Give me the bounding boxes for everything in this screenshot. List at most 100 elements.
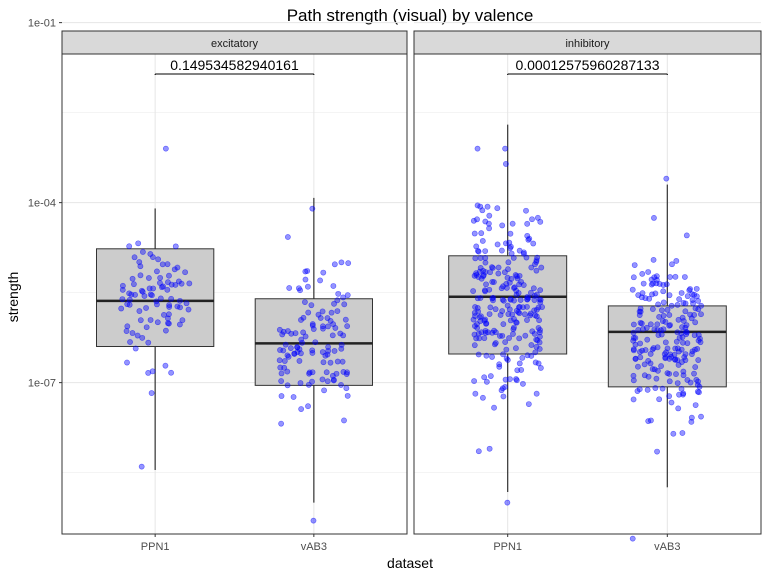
data-point xyxy=(165,320,171,327)
data-point xyxy=(629,535,636,542)
y-tick-label: 1e-04 xyxy=(28,198,56,210)
data-point xyxy=(682,357,689,364)
data-point xyxy=(635,327,642,333)
data-point xyxy=(664,370,671,377)
data-point xyxy=(300,329,307,336)
data-point xyxy=(533,291,540,298)
data-point xyxy=(532,349,539,356)
data-point xyxy=(530,240,537,247)
data-point xyxy=(472,255,479,262)
data-point xyxy=(689,291,696,298)
data-point xyxy=(483,352,490,359)
data-point xyxy=(345,260,352,267)
data-point xyxy=(639,270,646,277)
data-point xyxy=(334,358,341,365)
data-point xyxy=(284,382,291,389)
data-point xyxy=(666,322,673,329)
data-point xyxy=(149,292,155,299)
data-point xyxy=(510,331,516,337)
data-point xyxy=(305,309,312,316)
data-point xyxy=(284,368,291,375)
data-point xyxy=(660,288,667,295)
data-point xyxy=(495,270,502,277)
data-point xyxy=(651,215,657,221)
data-point xyxy=(482,218,489,225)
data-point xyxy=(483,378,490,385)
facet-panels: 1e-07 1e-04 1e-01 excitatory 0.1495345829401… xyxy=(28,18,762,553)
facet-panel-inhibitory: inhibitory 0.00012575960287133 PPN1 vAB3 xyxy=(413,22,762,553)
data-point xyxy=(530,285,537,292)
data-point xyxy=(674,380,681,387)
data-point xyxy=(515,304,522,311)
data-point xyxy=(676,296,683,303)
data-point xyxy=(324,378,331,385)
data-point xyxy=(506,239,513,246)
data-point xyxy=(155,256,162,263)
data-point xyxy=(278,393,285,399)
data-point xyxy=(166,302,173,308)
data-point xyxy=(482,259,489,266)
data-point xyxy=(478,230,485,237)
data-point xyxy=(654,321,661,328)
data-point xyxy=(630,321,637,328)
data-point xyxy=(497,312,504,318)
data-point xyxy=(309,347,316,354)
data-point xyxy=(532,312,539,319)
data-point xyxy=(681,274,688,280)
data-point xyxy=(139,288,146,295)
data-point xyxy=(507,376,513,382)
data-point xyxy=(491,404,497,411)
data-point xyxy=(637,308,644,315)
data-point xyxy=(529,216,535,223)
data-point xyxy=(175,278,182,285)
data-point xyxy=(343,385,350,392)
data-point xyxy=(537,296,544,303)
data-point xyxy=(658,307,665,314)
data-point xyxy=(660,299,667,306)
data-point xyxy=(162,327,169,334)
data-point xyxy=(339,358,346,365)
data-point xyxy=(182,269,189,276)
data-point xyxy=(649,291,655,298)
data-point xyxy=(666,292,673,299)
data-point xyxy=(489,265,496,271)
data-point xyxy=(663,175,670,182)
data-point xyxy=(325,344,332,350)
data-point xyxy=(667,274,673,280)
data-point xyxy=(667,351,674,358)
data-point xyxy=(499,296,506,303)
data-point xyxy=(674,329,681,336)
data-point xyxy=(507,296,514,302)
data-point xyxy=(338,382,344,388)
data-point xyxy=(161,311,167,318)
data-point xyxy=(684,340,691,347)
data-point xyxy=(148,390,155,396)
data-point xyxy=(309,369,316,376)
data-point xyxy=(637,305,644,312)
data-point xyxy=(505,259,512,266)
data-point xyxy=(662,339,669,346)
y-axis-title: strength xyxy=(5,272,21,323)
data-point xyxy=(475,351,482,358)
data-point xyxy=(645,357,652,364)
data-point xyxy=(476,268,483,275)
data-point xyxy=(680,339,686,346)
box-iqr xyxy=(607,305,727,388)
data-point xyxy=(294,344,300,350)
data-point xyxy=(481,374,488,381)
data-point xyxy=(536,346,543,352)
data-point xyxy=(518,367,525,373)
data-point xyxy=(658,331,665,338)
data-point xyxy=(504,499,511,506)
data-point xyxy=(477,295,484,301)
data-point xyxy=(185,306,192,313)
data-point xyxy=(288,330,295,337)
data-point xyxy=(292,330,299,337)
data-point xyxy=(680,372,687,379)
data-point xyxy=(655,301,661,308)
data-point xyxy=(660,312,667,319)
data-point xyxy=(649,306,656,312)
points-PPN1 xyxy=(470,145,545,506)
data-point xyxy=(472,390,479,397)
data-point xyxy=(694,345,701,352)
